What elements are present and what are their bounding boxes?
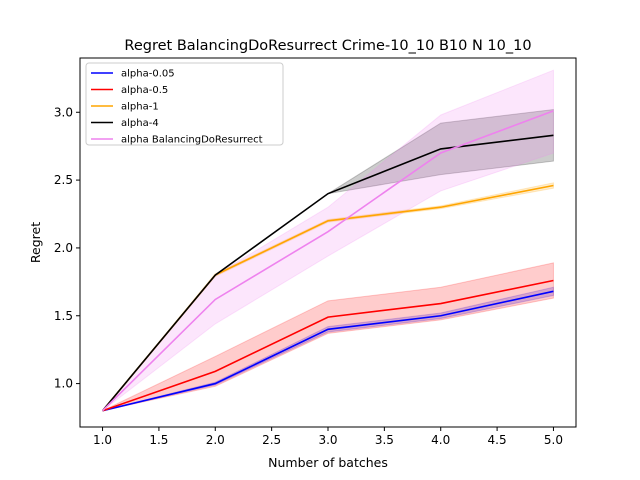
x-tick-label: 4.5 — [488, 433, 507, 447]
series-line-alpha-balancingdoresurrect — [101, 110, 554, 412]
x-tick-label: 3.0 — [318, 433, 337, 447]
x-tick-label: 2.0 — [206, 433, 225, 447]
y-tick-label: 2.5 — [54, 173, 73, 187]
legend-label-alpha-4: alpha-4 — [121, 118, 159, 129]
x-tick-label: 1.0 — [93, 433, 112, 447]
x-tick-label: 2.5 — [262, 433, 281, 447]
legend-box — [85, 62, 284, 146]
x-tick-label: 4.0 — [431, 433, 450, 447]
x-tick-label: 5.0 — [544, 433, 563, 447]
x-tick-label: 3.5 — [375, 433, 394, 447]
y-tick-label: 1.0 — [54, 377, 73, 391]
legend-label-alpha-0-05: alpha-0.05 — [121, 69, 175, 80]
series-line-alpha-0-05 — [102, 290, 554, 412]
chart-title: Regret BalancingDoResurrect Crime-10_10 … — [124, 38, 531, 54]
legend-label-alpha-0-5: alpha-0.5 — [121, 85, 168, 96]
legend: alpha-0.05 alpha-0.5 alpha-1 alpha-4 alpha B… — [85, 62, 284, 146]
y-axis-ticks: 1.0 1.5 2.0 2.5 3.0 — [54, 105, 80, 391]
legend-label-alpha-balancingdoresurrect: alpha BalancingDoResurrect — [121, 135, 263, 146]
series-lines — [101, 110, 554, 412]
y-tick-label: 2.0 — [54, 241, 73, 255]
legend-label-alpha-1: alpha-1 — [121, 102, 159, 113]
y-tick-label: 3.0 — [54, 105, 73, 119]
x-axis-label: Number of batches — [268, 455, 388, 470]
y-tick-label: 1.5 — [54, 309, 73, 323]
x-tick-label: 1.5 — [149, 433, 168, 447]
y-axis-label: Regret — [28, 222, 43, 263]
series-line-alpha-0-5 — [102, 279, 554, 412]
series-line-alpha-4 — [101, 134, 554, 412]
x-axis-ticks: 1.0 1.5 2.0 2.5 3.0 3.5 4.0 4.5 5.0 — [93, 427, 563, 447]
